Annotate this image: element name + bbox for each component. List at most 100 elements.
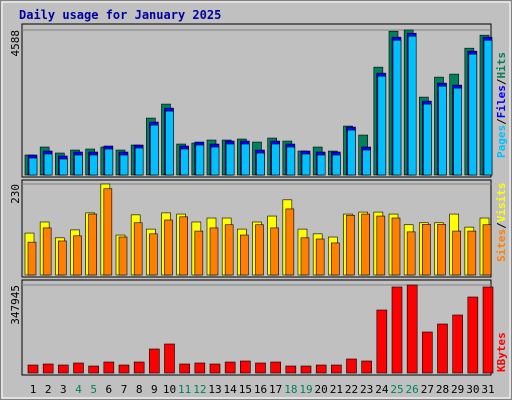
bar	[210, 146, 220, 176]
legend: Pages/Files/Hits	[495, 52, 508, 158]
x-tick-label: 7	[121, 383, 128, 396]
legend-entry: Sites	[495, 229, 508, 262]
bar	[301, 153, 311, 176]
bar	[407, 35, 417, 176]
bar	[209, 227, 219, 276]
x-tick-label: 9	[151, 383, 158, 396]
bar	[194, 362, 206, 374]
x-tick-label: 31	[481, 383, 494, 396]
bar	[43, 153, 53, 176]
bar	[27, 241, 37, 276]
bar	[225, 143, 235, 176]
plot-area	[21, 279, 492, 376]
bar	[377, 75, 387, 176]
bar	[482, 286, 494, 374]
bar	[224, 361, 236, 374]
bar	[376, 215, 386, 276]
bar	[149, 233, 158, 276]
bar	[89, 154, 98, 176]
bar	[58, 240, 67, 276]
x-tick-label: 26	[406, 383, 419, 396]
bar	[28, 157, 38, 176]
x-tick-label: 24	[375, 383, 389, 396]
bar	[270, 227, 279, 276]
bar	[179, 363, 190, 374]
x-tick-label: 22	[345, 383, 358, 396]
x-tick-label: 4	[75, 383, 82, 396]
bar	[362, 149, 371, 176]
bar	[331, 364, 342, 374]
bar	[482, 224, 492, 276]
x-tick-label: 25	[390, 383, 403, 396]
legend-entry: Hits	[495, 52, 508, 79]
x-tick-label: 11	[178, 383, 191, 396]
bar	[483, 39, 493, 176]
bar	[467, 230, 477, 276]
bar	[347, 129, 356, 176]
bar	[437, 323, 448, 374]
bar	[286, 146, 296, 176]
bar	[391, 217, 401, 276]
bar	[103, 361, 115, 374]
bar	[165, 110, 174, 176]
bar	[88, 365, 99, 374]
bar	[438, 85, 447, 176]
bar	[346, 358, 357, 374]
bar	[422, 224, 431, 276]
bar	[468, 53, 478, 176]
bar	[103, 188, 113, 276]
bar	[209, 363, 221, 374]
x-tick-label: 14	[224, 383, 238, 396]
bar	[150, 124, 159, 176]
bar	[346, 214, 355, 276]
x-tick-label: 29	[451, 383, 464, 396]
bar	[27, 364, 39, 374]
x-tick-label: 27	[421, 383, 434, 396]
x-tick-label: 15	[239, 383, 252, 396]
x-tick-label: 17	[269, 383, 282, 396]
bar	[133, 222, 143, 276]
legend-entry: Files	[495, 85, 508, 118]
bar	[453, 87, 462, 176]
x-tick-label: 21	[330, 383, 343, 396]
bar	[119, 154, 129, 176]
bar	[285, 208, 295, 276]
legend-separator: /	[495, 118, 508, 125]
bar	[88, 213, 97, 276]
bar	[361, 213, 370, 276]
bar	[134, 147, 144, 176]
bar	[58, 364, 69, 374]
bar	[361, 360, 372, 374]
x-tick-label: 19	[299, 383, 312, 396]
bar	[406, 231, 416, 276]
bar	[42, 363, 54, 374]
bar	[315, 364, 327, 374]
bar	[391, 286, 403, 374]
x-tick-label: 3	[60, 383, 67, 396]
bar	[452, 314, 463, 374]
bar	[240, 360, 251, 374]
bar	[194, 230, 204, 276]
x-tick-label: 16	[254, 383, 267, 396]
bar	[59, 158, 68, 176]
bar	[422, 331, 433, 374]
bar	[256, 152, 265, 176]
legend-separator: /	[495, 222, 508, 229]
bar	[285, 365, 297, 374]
bar	[240, 234, 249, 276]
bar	[423, 103, 432, 176]
bar	[255, 362, 266, 374]
bar	[133, 361, 145, 374]
bar	[255, 224, 264, 276]
legend-separator: /	[495, 78, 508, 85]
y-tick-label: 347945	[9, 285, 22, 325]
bar	[406, 284, 418, 374]
x-tick-label: 1	[30, 383, 37, 396]
x-tick-label: 30	[466, 383, 479, 396]
x-tick-label: 28	[436, 383, 449, 396]
bar	[315, 238, 325, 276]
bar	[437, 224, 446, 276]
bar	[149, 348, 160, 374]
bar	[180, 148, 189, 176]
